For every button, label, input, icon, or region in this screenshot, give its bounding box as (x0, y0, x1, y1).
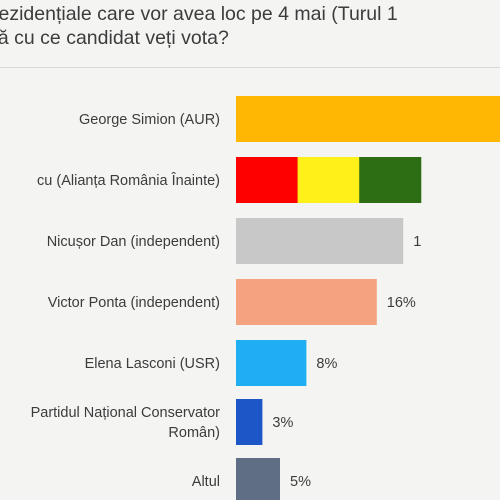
survey-question-line-2: tră cu ce candidat veți vota? (0, 27, 229, 49)
value-label-5: 8% (316, 356, 337, 372)
bar-2-segment-1 (236, 157, 299, 203)
survey-question: rezidențiale care vor avea loc pe 4 mai … (0, 2, 500, 52)
value-label-7: 5% (290, 474, 311, 490)
bar-3-fill (236, 218, 404, 264)
header-divider (0, 67, 500, 68)
category-label-7: Altul (192, 474, 220, 490)
bar-5-fill (236, 340, 307, 386)
bar-2-segment-3 (359, 157, 422, 203)
category-label-1: George Simion (AUR) (79, 112, 220, 128)
bar-7-fill (236, 458, 280, 500)
survey-question-line-1: rezidențiale care vor avea loc pe 4 mai … (0, 3, 398, 25)
value-label-4: 16% (387, 295, 416, 311)
category-label-2: cu (Alianța România Înainte) (37, 172, 220, 189)
bar-6-fill (236, 399, 263, 445)
bar-7 (236, 458, 280, 500)
bar-4-fill (236, 279, 377, 325)
bar-1-fill (236, 96, 500, 142)
bar-2 (236, 157, 422, 203)
value-label-3: 1 (413, 234, 421, 250)
bar-3 (236, 218, 404, 264)
value-label-6: 3% (272, 415, 293, 431)
bar-6 (236, 399, 263, 445)
bar-2-segment-2 (297, 157, 360, 203)
category-label-4: Victor Ponta (independent) (48, 295, 220, 311)
category-label-3: Nicușor Dan (independent) (47, 234, 220, 250)
bar-5 (236, 340, 307, 386)
category-label-6-line-2: Român) (168, 425, 220, 441)
category-label-5: Elena Lasconi (USR) (85, 356, 220, 372)
bar-1 (236, 96, 500, 142)
bar-4 (236, 279, 377, 325)
category-label-6-line-1: Partidul Național Conservator (31, 405, 221, 421)
